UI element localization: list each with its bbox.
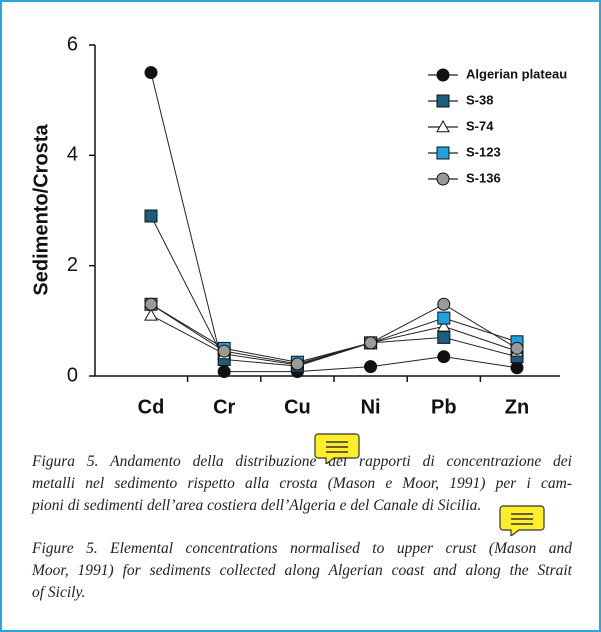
legend-marker [436,172,450,186]
caption-line: of Sicily. [32,584,86,601]
legend-marker [436,119,450,133]
data-point [364,360,378,374]
chart: Sedimento/Crosta 0 2 4 6 Cd Cr Cu Ni Pb Zn Algeria… [30,33,567,418]
y-axis-label: Sedimento/Crosta [30,124,52,296]
y-tick-label: 0 [67,364,78,386]
data-point [144,209,158,223]
legend-label: Algerian plateau [466,66,567,81]
legend-label: S-136 [466,170,501,185]
comment-icon[interactable] [499,504,545,536]
series-line [150,215,518,367]
data-point [510,341,524,355]
caption-line: pioni di sedimenti dell’area costiera de… [32,497,482,514]
x-tick-label: Cu [284,396,311,418]
legend-label: S-74 [466,118,494,133]
data-point [217,344,231,358]
data-point [510,361,524,375]
caption-italian: Figura 5. Andamento della distribuzione … [32,451,572,517]
series-line [150,303,518,363]
y-tick-label: 2 [67,254,78,276]
caption-line: Figure 5. Elemental concentrations norma… [32,540,572,557]
legend-label: S-38 [466,92,493,107]
x-tick-label: Pb [431,396,457,418]
y-tick-label: 4 [67,144,78,166]
caption-line: metalli nel sedimento rispetto alla cros… [32,475,572,492]
data-point [436,319,451,332]
data-point [364,336,378,350]
caption-line: Figura 5. Andamento della distribuzione … [32,453,572,470]
x-tick-label: Cr [213,396,235,418]
series-line [150,314,518,366]
caption-line: Moor, 1991) for sediments collected alon… [32,562,572,579]
data-point [217,365,231,379]
caption-english: Figure 5. Elemental concentrations norma… [32,538,572,604]
legend-marker [436,68,450,82]
series-line [150,303,518,365]
legend-label: S-123 [466,144,501,159]
y-tick-label: 6 [67,33,78,55]
x-tick-label: Ni [361,396,381,418]
data-point [144,308,158,321]
x-tick-label: Zn [505,396,529,418]
data-point [144,297,158,311]
data-point [290,357,304,371]
x-tick-label: Cd [138,396,165,418]
data-point [144,66,158,80]
series-line [150,72,518,373]
data-point [437,350,451,364]
comment-icon[interactable] [314,432,360,464]
data-point [437,311,451,325]
data-point [437,330,451,344]
data-point [437,297,451,311]
legend-marker [436,146,450,160]
legend-marker [436,94,450,108]
